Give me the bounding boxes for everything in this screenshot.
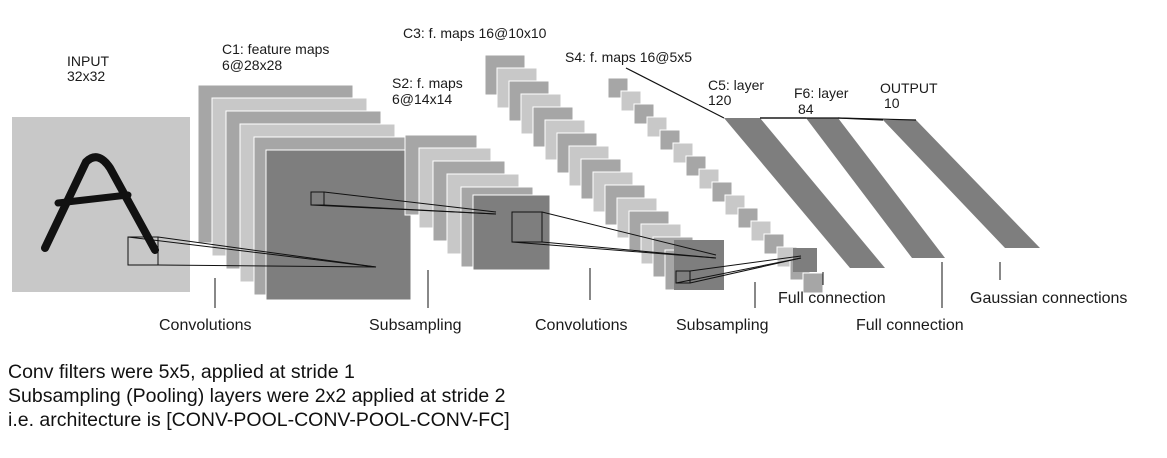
projection-c1-s2 <box>310 191 497 215</box>
f6-size: 84 <box>798 101 814 117</box>
input-size: 32x32 <box>67 68 105 84</box>
op-subsampling-2: Subsampling <box>676 317 769 334</box>
output-layer: OUTPUT 10 <box>880 80 1040 248</box>
projection-c3-s4 <box>675 255 802 284</box>
s2-layer: S2: f. maps 6@14x14 <box>392 75 551 271</box>
op-full-connection-1: Full connection <box>778 290 886 307</box>
output-name: OUTPUT <box>880 80 938 96</box>
c1-layer: C1: feature maps 6@28x28 <box>197 41 412 301</box>
input-plane <box>12 117 190 292</box>
c1-name: C1: feature maps <box>222 41 329 57</box>
architecture-diagram: INPUT 32x32 C1: feature maps 6@28x28 S2:… <box>12 25 1127 334</box>
output-bar <box>883 120 1040 248</box>
note-pooling: Subsampling (Pooling) layers were 2x2 ap… <box>8 385 506 407</box>
note-conv-filters: Conv filters were 5x5, applied at stride… <box>8 361 355 383</box>
input-layer: INPUT 32x32 <box>12 53 190 292</box>
s4-layer <box>607 77 824 294</box>
s2-size: 6@14x14 <box>392 91 452 107</box>
c3-name: C3: f. maps 16@10x10 <box>403 25 547 41</box>
c5-bar <box>724 118 885 268</box>
c1-size: 6@28x28 <box>222 57 282 73</box>
f6-name: F6: layer <box>794 85 849 101</box>
notes: Conv filters were 5x5, applied at stride… <box>8 360 1158 432</box>
input-name: INPUT <box>67 53 109 69</box>
full-connection-lines <box>625 67 917 121</box>
input-receptive-field <box>127 236 159 266</box>
projection-s2-c3 <box>511 211 717 259</box>
projection-input-c1 <box>127 236 377 268</box>
operation-ticks <box>214 262 1001 308</box>
input-glyph-a <box>41 153 159 254</box>
op-gaussian-connections: Gaussian connections <box>970 290 1127 307</box>
c5-layer: C5: layer 120 <box>708 77 885 268</box>
c3-layer <box>484 54 724 291</box>
op-subsampling-1: Subsampling <box>369 317 462 334</box>
op-full-connection-2: Full connection <box>856 317 964 334</box>
c5-name: C5: layer <box>708 77 764 93</box>
f6-layer: F6: layer 84 <box>794 85 945 258</box>
op-convolutions-2: Convolutions <box>535 317 628 334</box>
output-size: 10 <box>884 95 900 111</box>
f6-bar <box>806 118 945 258</box>
s2-name: S2: f. maps <box>392 75 463 91</box>
note-architecture: i.e. architecture is [CONV-POOL-CONV-POO… <box>8 409 510 431</box>
c5-size: 120 <box>708 92 732 108</box>
s4-name: S4: f. maps 16@5x5 <box>565 49 692 65</box>
s4-map-front <box>793 248 817 272</box>
op-convolutions-1: Convolutions <box>159 317 252 334</box>
c1-map <box>265 149 412 301</box>
input-glyph-bar <box>54 191 132 207</box>
